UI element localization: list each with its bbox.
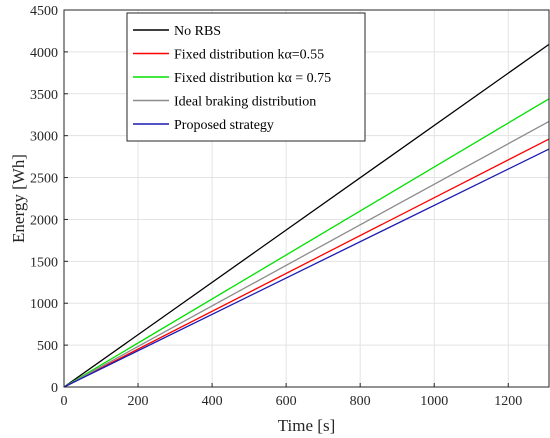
x-tick-labels: 0 200 400 600 800 1000 1200 [61, 394, 523, 409]
legend: No RBS Fixed distribution kα=0.55 Fixed di… [126, 12, 366, 142]
y-tick-label: 3500 [30, 88, 58, 103]
y-tick-label: 4000 [30, 46, 58, 61]
x-tick-label: 400 [202, 394, 223, 409]
y-tick-label: 1500 [30, 255, 58, 270]
series-lines [63, 43, 550, 388]
x-tick-label: 200 [128, 394, 149, 409]
x-axis-title: Time [s] [278, 416, 335, 435]
y-tick-label: 2000 [30, 213, 58, 228]
y-tick-label: 1000 [30, 297, 58, 312]
y-tick-label: 3000 [30, 130, 58, 145]
series-line-2 [63, 98, 550, 388]
series-line-0 [63, 43, 550, 388]
x-tick-label: 0 [61, 394, 68, 409]
y-axis-title: Energy [Wh] [9, 154, 28, 243]
x-tick-label: 1000 [420, 394, 448, 409]
x-tick-label: 600 [276, 394, 297, 409]
y-tick-label: 2500 [30, 172, 58, 187]
legend-label: Fixed distribution kα=0.55 [174, 48, 324, 63]
x-tick-label: 800 [350, 394, 371, 409]
y-tick-labels: 0 500 1000 1500 2000 2500 3000 3500 4000 4500 [30, 4, 58, 396]
series-line-4 [63, 148, 550, 388]
plot-frame [63, 9, 550, 388]
y-tick-label: 500 [37, 339, 58, 354]
x-tick-label: 1200 [494, 394, 522, 409]
legend-label: No RBS [174, 24, 221, 39]
y-tick-label: 0 [51, 381, 58, 396]
series-line-3 [63, 120, 550, 388]
legend-label: Fixed distribution kα = 0.75 [174, 71, 331, 86]
y-tick-label: 4500 [30, 4, 58, 19]
series-line-1 [63, 138, 550, 388]
legend-label: Proposed strategy [174, 118, 274, 133]
legend-label: Ideal braking distribution [174, 95, 316, 110]
